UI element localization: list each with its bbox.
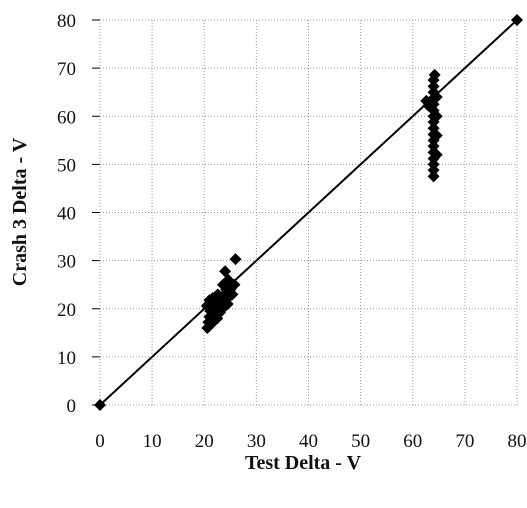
data-point — [511, 14, 523, 26]
x-tick-label: 10 — [143, 431, 162, 452]
y-tick-label: 50 — [57, 155, 76, 176]
data-point — [428, 68, 441, 81]
x-axis-title: Test Delta - V — [245, 452, 362, 474]
data-point — [430, 148, 443, 161]
x-tick-label: 0 — [95, 431, 105, 452]
y-tick-label: 60 — [57, 107, 76, 128]
data-points — [94, 14, 523, 411]
y-tick-label: 40 — [57, 204, 76, 225]
x-tick-label: 80 — [508, 431, 527, 452]
y-axis-title: Crash 3 Delta - V — [9, 137, 31, 286]
y-tick-label: 70 — [57, 59, 76, 80]
x-tick-labels: 0 10 20 30 40 50 60 70 80 — [95, 431, 526, 452]
y-tick-label: 20 — [57, 300, 76, 321]
y-tick-label: 80 — [57, 11, 76, 32]
data-point — [219, 265, 232, 278]
x-tick-label: 50 — [351, 431, 370, 452]
data-point — [226, 288, 239, 301]
data-point — [229, 253, 242, 266]
x-tick-label: 70 — [455, 431, 474, 452]
y-tick-labels: 0 10 20 30 40 50 60 70 80 — [57, 11, 76, 417]
x-tick-label: 30 — [247, 431, 266, 452]
x-tick-label: 20 — [195, 431, 214, 452]
data-point — [430, 91, 443, 103]
data-point — [427, 170, 440, 183]
data-point — [430, 129, 443, 142]
data-point — [228, 278, 241, 291]
data-point — [430, 110, 443, 123]
x-tick-label: 40 — [299, 431, 318, 452]
reference-line — [99, 19, 518, 406]
data-point — [427, 80, 440, 93]
data-point — [94, 399, 106, 411]
x-tick-label: 60 — [403, 431, 422, 452]
y-tick-label: 30 — [57, 252, 76, 273]
y-tick-label: 10 — [57, 348, 76, 369]
y-tick-label: 0 — [67, 396, 77, 417]
